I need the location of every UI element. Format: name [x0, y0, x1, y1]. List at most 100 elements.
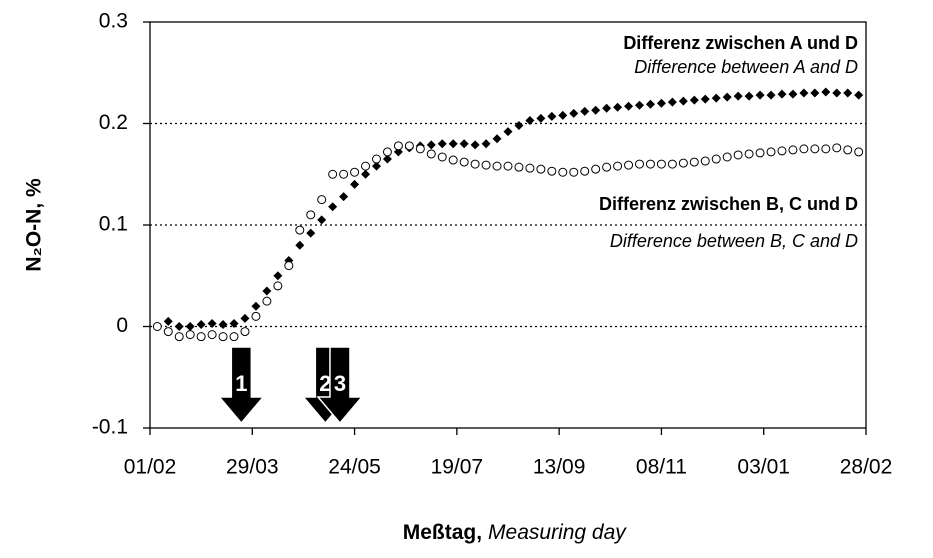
diamond-marker	[788, 89, 798, 99]
diamond-marker	[328, 202, 338, 212]
diamond-marker	[591, 105, 601, 115]
circle-marker	[547, 166, 557, 176]
circle-marker	[635, 159, 645, 169]
diamond-marker	[339, 192, 349, 202]
diamond-marker	[492, 134, 502, 144]
circle-marker	[656, 159, 666, 169]
circle-marker	[624, 160, 634, 170]
diamond-marker	[382, 154, 392, 164]
x-axis-label-en: Measuring day	[488, 521, 627, 544]
event-arrow-label: 1	[235, 371, 247, 396]
series-label: Differenz zwischen B, C und D	[599, 194, 858, 214]
circle-marker	[821, 144, 831, 154]
circle-marker	[426, 149, 436, 159]
circle-marker	[613, 161, 623, 171]
diamond-marker	[854, 90, 864, 100]
x-tick-label: 01/02	[124, 456, 177, 479]
diamond-marker	[240, 313, 250, 323]
diamond-marker	[843, 88, 853, 98]
event-arrow	[316, 346, 364, 425]
x-tick-label: 28/02	[840, 456, 893, 479]
circle-marker	[700, 156, 710, 166]
diamond-marker	[569, 108, 579, 118]
circle-marker	[645, 159, 655, 169]
circle-marker	[580, 166, 590, 176]
diamond-marker	[832, 88, 842, 98]
diamond-marker	[536, 113, 546, 123]
diamond-marker	[624, 101, 634, 111]
circle-marker	[810, 144, 820, 154]
diamond-marker	[251, 301, 261, 311]
diamond-marker	[437, 139, 447, 149]
circle-marker	[163, 327, 173, 337]
diamond-marker	[635, 100, 645, 110]
circle-marker	[207, 330, 217, 340]
circle-marker	[229, 332, 239, 342]
diamond-marker	[810, 88, 820, 98]
circle-marker	[273, 281, 283, 291]
circle-marker	[306, 210, 316, 220]
diamond-marker	[711, 93, 721, 103]
circle-marker	[678, 158, 688, 168]
y-tick-label: 0	[116, 314, 128, 337]
y-axis-label: N₂O-N, %	[23, 178, 46, 272]
diamond-marker	[174, 322, 184, 331]
circle-marker	[470, 159, 480, 169]
diamond-marker	[350, 179, 360, 189]
diamond-marker	[700, 94, 710, 104]
circle-marker	[350, 167, 360, 177]
x-tick-label: 03/01	[737, 456, 790, 479]
circle-marker	[843, 145, 853, 155]
event-arrow-label: 2	[319, 371, 331, 396]
circle-marker	[525, 163, 535, 173]
diamond-marker	[426, 140, 436, 150]
diamond-marker	[273, 271, 283, 281]
plot-frame	[149, 21, 867, 429]
circle-marker	[832, 143, 842, 153]
diamond-marker	[602, 103, 612, 113]
x-tick-label: 19/07	[431, 456, 484, 479]
diamond-marker	[558, 110, 568, 120]
diamond-marker	[163, 316, 173, 326]
diamond-marker	[547, 111, 557, 121]
circle-marker	[284, 261, 294, 271]
circle-marker	[317, 195, 327, 205]
circle-marker	[437, 152, 447, 162]
circle-marker	[799, 144, 809, 154]
diamond-marker	[799, 88, 809, 98]
circle-marker	[711, 154, 721, 164]
circle-marker	[295, 225, 305, 235]
diamond-marker	[207, 318, 217, 328]
diamond-marker	[295, 240, 305, 250]
circle-marker	[492, 161, 502, 171]
diamond-marker	[185, 322, 195, 331]
circle-marker	[536, 164, 546, 174]
circle-marker	[152, 322, 162, 331]
circle-marker	[339, 169, 349, 179]
diamond-marker	[744, 91, 754, 101]
circle-marker	[415, 144, 425, 154]
circle-marker	[722, 152, 732, 162]
circle-marker	[382, 147, 392, 157]
circle-marker	[744, 149, 754, 159]
series-label: Differenz zwischen A und D	[623, 33, 858, 53]
diamond-marker	[755, 90, 765, 100]
circle-marker	[569, 167, 579, 177]
diamond-marker	[821, 87, 831, 97]
circle-marker	[591, 164, 601, 174]
circle-marker	[448, 155, 458, 165]
x-axis-label-de: Meßtag,	[403, 521, 482, 544]
diamond-marker	[317, 215, 327, 225]
y-tick-label: -0.1	[92, 416, 128, 439]
circle-marker	[251, 311, 261, 321]
event-arrow-label: 3	[334, 371, 346, 396]
circle-marker	[196, 332, 206, 342]
x-tick-label: 24/05	[328, 456, 381, 479]
circle-marker	[371, 154, 381, 164]
circle-marker	[733, 150, 743, 160]
diamond-marker	[503, 127, 513, 137]
circle-marker	[558, 167, 568, 177]
circle-marker	[404, 141, 414, 151]
diamond-marker	[525, 115, 535, 125]
